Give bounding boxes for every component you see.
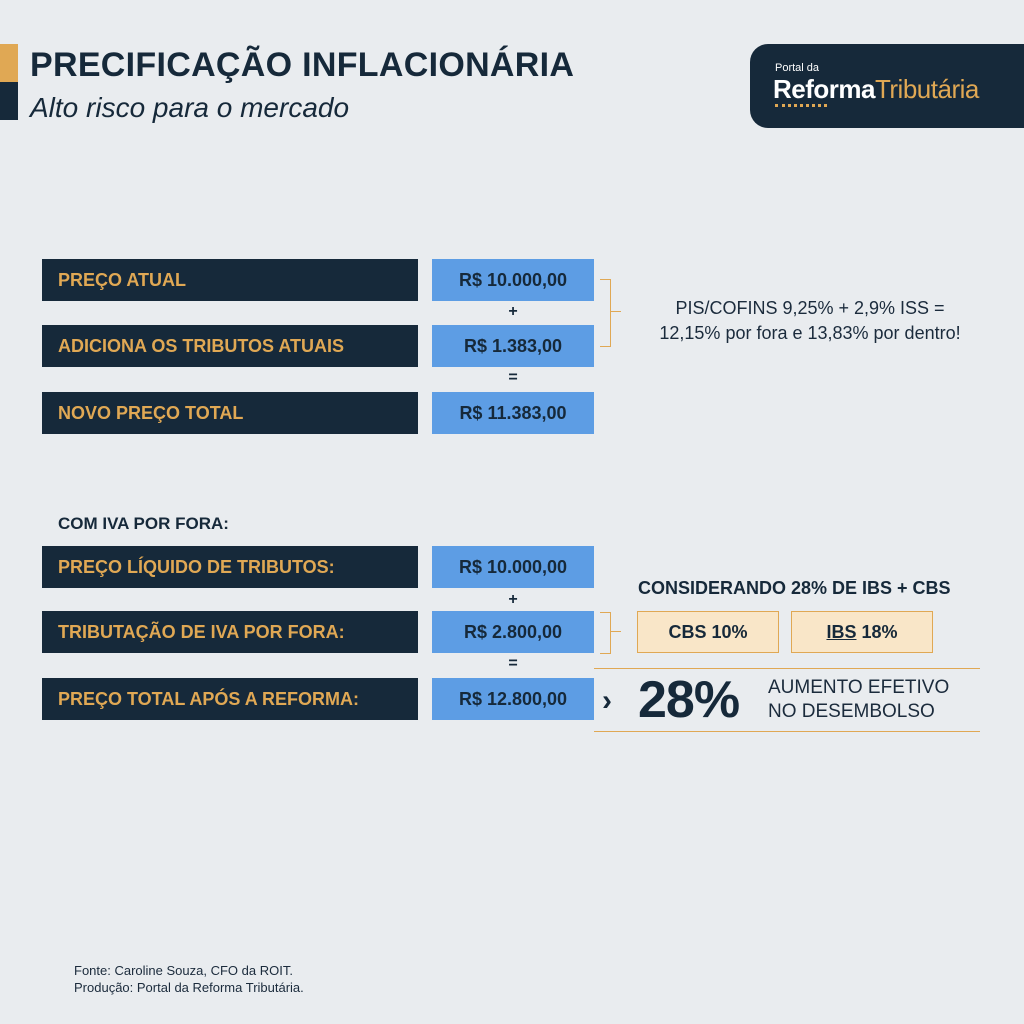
value-preco-liquido: R$ 10.000,00	[432, 546, 594, 588]
ibs-box: IBS 18%	[791, 611, 933, 653]
bracket-tick	[611, 631, 621, 632]
tax-note-line2: 12,15% por fora e 13,83% por dentro!	[659, 323, 961, 343]
logo-small-text: Portal da	[775, 62, 820, 74]
label-preco-liquido: PREÇO LÍQUIDO DE TRIBUTOS:	[42, 546, 418, 588]
plus-operator: +	[508, 591, 518, 608]
increase-description: AUMENTO EFETIVO NO DESEMBOLSO	[768, 676, 949, 724]
bracket-current-taxes	[600, 279, 611, 347]
label-tributos-atuais: ADICIONA OS TRIBUTOS ATUAIS	[42, 325, 418, 367]
tax-note-line1: PIS/COFINS 9,25% + 2,9% ISS =	[675, 298, 945, 318]
plus-operator: +	[508, 303, 518, 320]
increase-line1: AUMENTO EFETIVO	[768, 677, 950, 698]
tax-note: PIS/COFINS 9,25% + 2,9% ISS = 12,15% por…	[620, 296, 1000, 346]
bracket-iva	[600, 612, 611, 654]
footer: Fonte: Caroline Souza, CFO da ROIT. Prod…	[74, 962, 304, 996]
ibs-rate: 18%	[856, 622, 898, 642]
label-preco-atual: PREÇO ATUAL	[42, 259, 418, 301]
divider-top	[594, 668, 980, 669]
value-preco-total-reforma: R$ 12.800,00	[432, 678, 594, 720]
bracket-tick	[611, 311, 621, 312]
footer-production: Produção: Portal da Reforma Tributária.	[74, 980, 304, 995]
divider-bottom	[594, 731, 980, 732]
footer-source: Fonte: Caroline Souza, CFO da ROIT.	[74, 963, 293, 978]
value-tributacao-iva: R$ 2.800,00	[432, 611, 594, 653]
logo-wordmark: ReformaTributária	[773, 74, 979, 105]
equals-operator: =	[508, 369, 518, 386]
accent-bar-gold	[0, 44, 18, 82]
label-tributacao-iva: TRIBUTAÇÃO DE IVA POR FORA:	[42, 611, 418, 653]
label-novo-preco: NOVO PREÇO TOTAL	[42, 392, 418, 434]
equals-operator: =	[508, 655, 518, 672]
section-heading: COM IVA POR FORA:	[58, 514, 229, 533]
value-preco-atual: R$ 10.000,00	[432, 259, 594, 301]
logo-word-tributaria: Tributária	[874, 74, 979, 104]
cbs-box: CBS 10%	[637, 611, 779, 653]
increase-percent: 28%	[638, 671, 740, 729]
label-preco-total-reforma: PREÇO TOTAL APÓS A REFORMA:	[42, 678, 418, 720]
logo-dots	[775, 104, 827, 107]
increase-line2: NO DESEMBOLSO	[768, 701, 935, 722]
accent-bar-navy	[0, 82, 18, 120]
value-novo-preco: R$ 11.383,00	[432, 392, 594, 434]
considering-text: CONSIDERANDO 28% DE IBS + CBS	[638, 578, 951, 598]
portal-logo	[750, 44, 1024, 128]
chevron-right-icon: ›	[602, 684, 612, 717]
page-title: PRECIFICAÇÃO INFLACIONÁRIA	[30, 46, 575, 84]
page-subtitle: Alto risco para o mercado	[30, 92, 350, 123]
logo-word-reforma: Reforma	[773, 74, 875, 104]
value-tributos-atuais: R$ 1.383,00	[432, 325, 594, 367]
ibs-name: IBS	[826, 622, 857, 642]
